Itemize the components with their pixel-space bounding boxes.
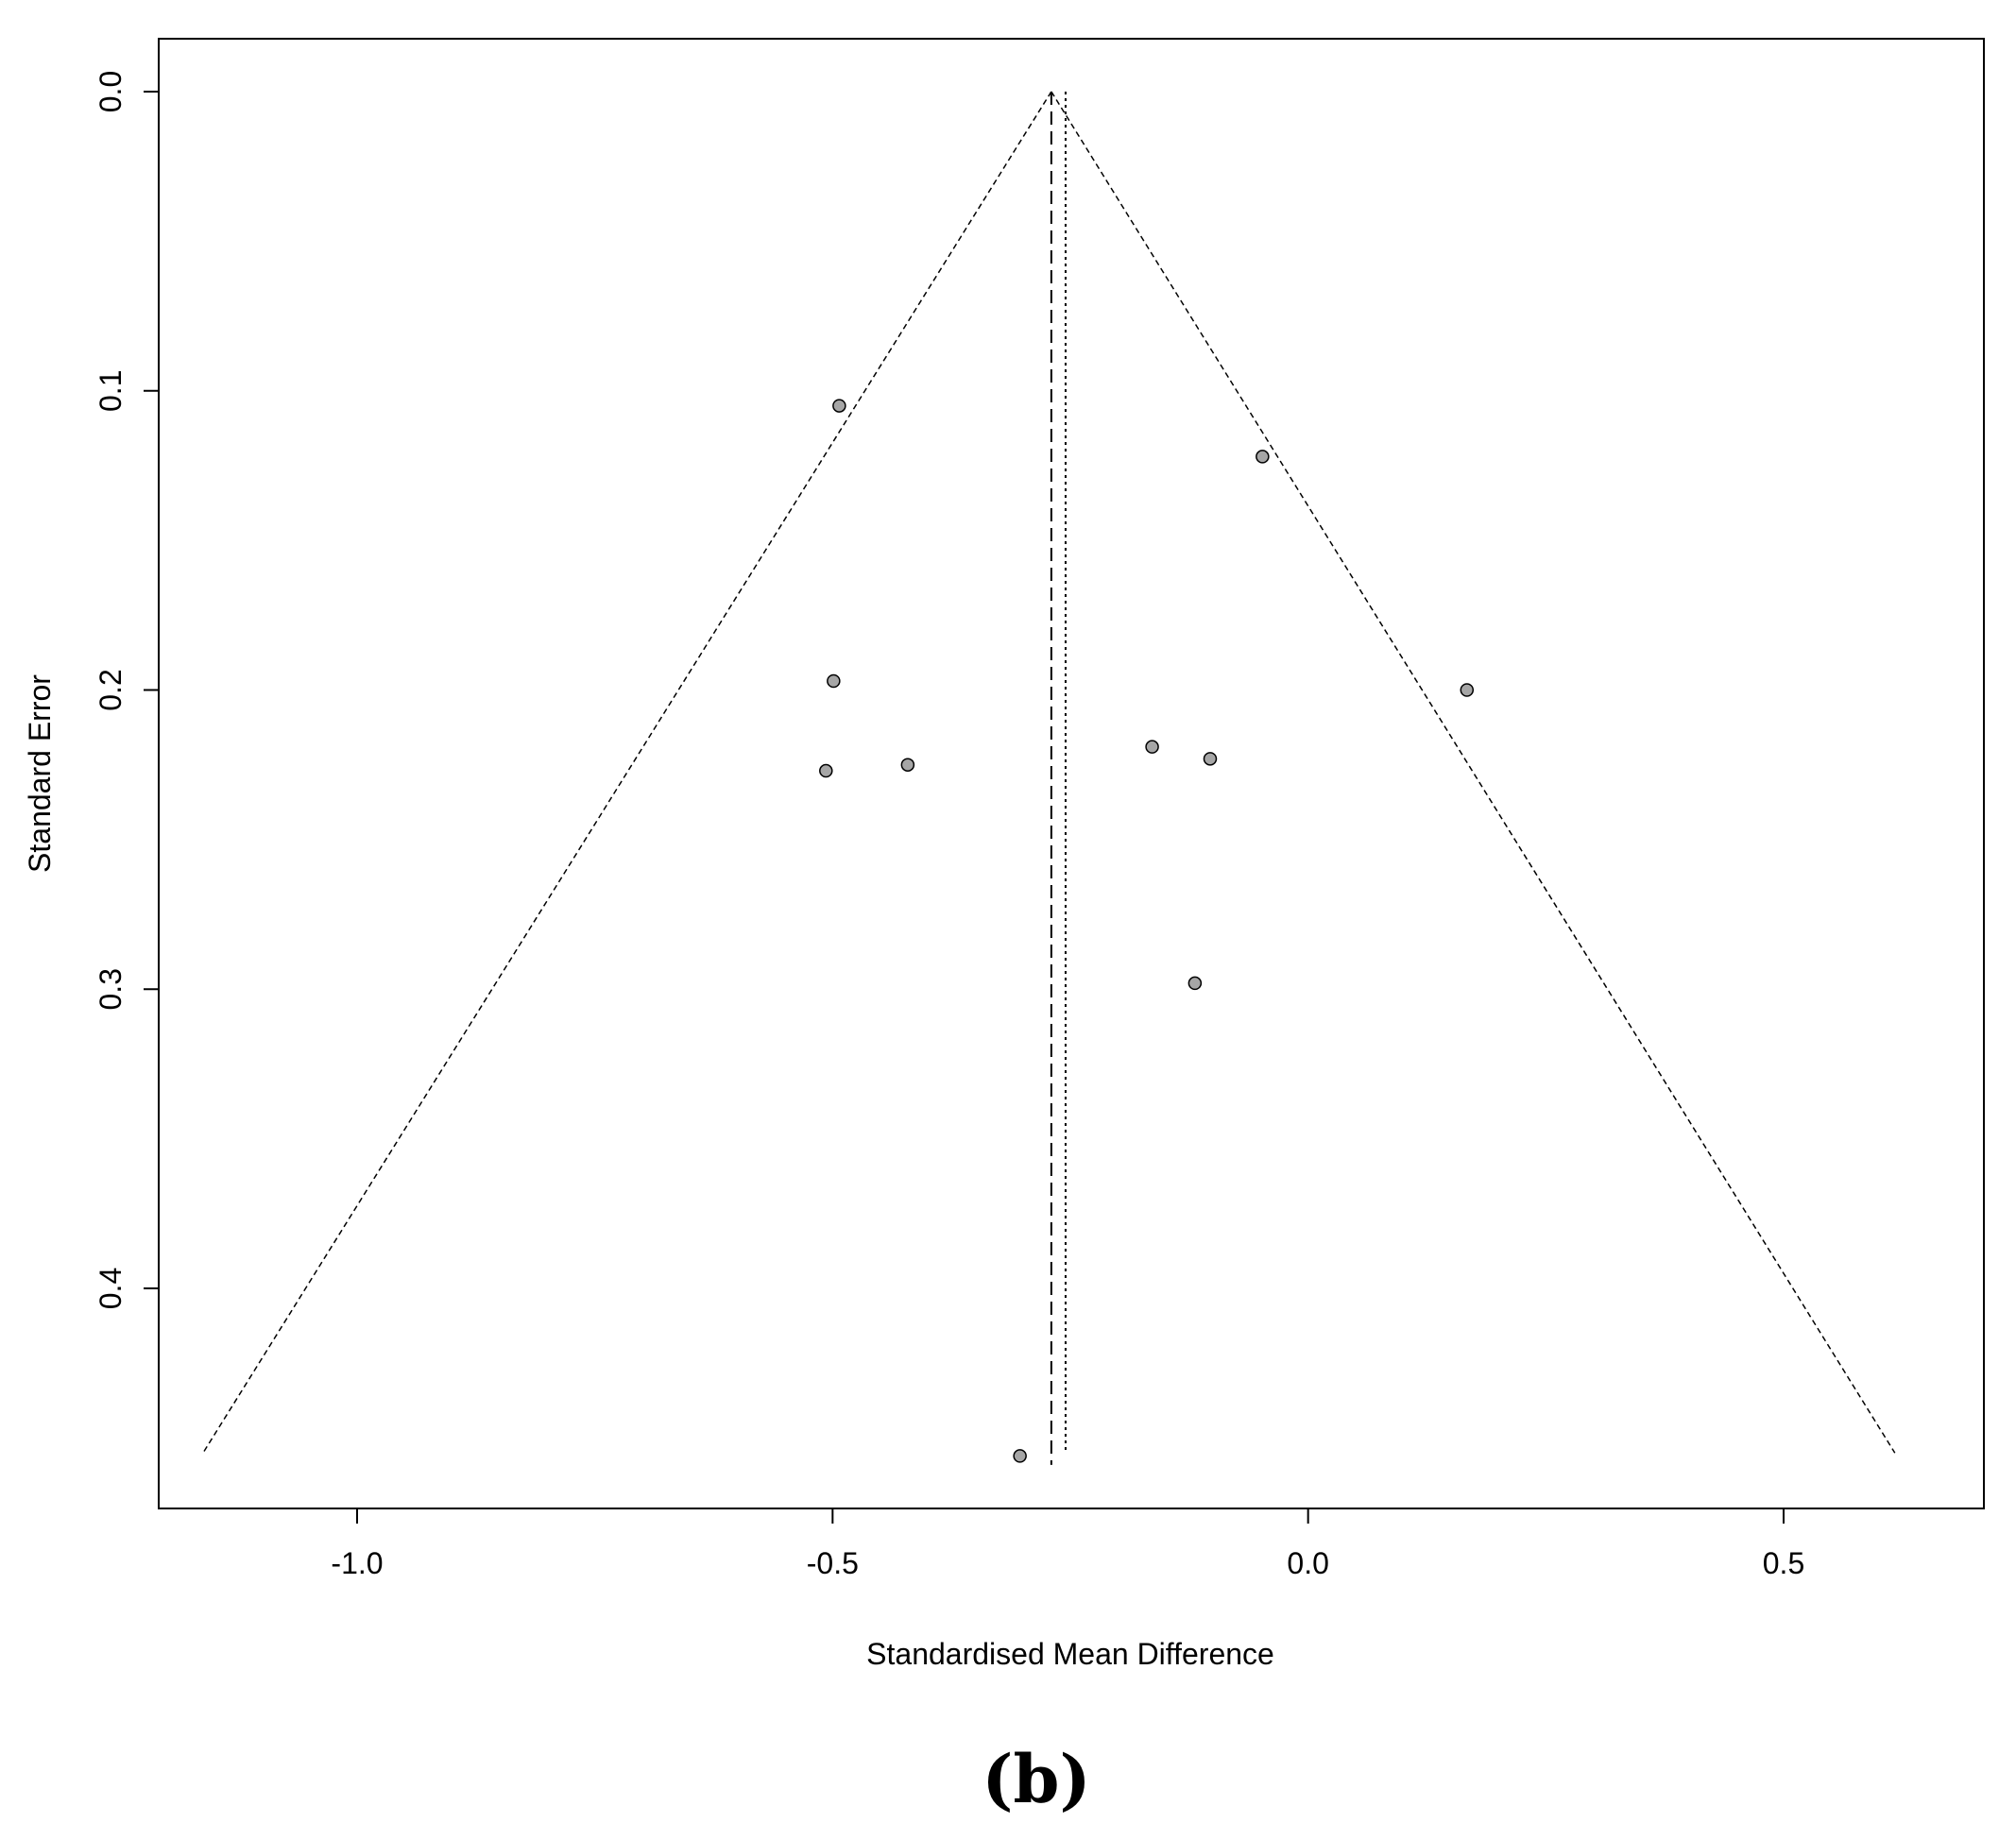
data-point [900, 758, 915, 772]
data-point [832, 399, 846, 413]
data-point [1256, 450, 1270, 464]
data-point [1013, 1449, 1027, 1463]
data-point [1203, 752, 1218, 766]
y-tick-label: 0.1 [94, 370, 128, 412]
x-tick-label: -1.0 [331, 1546, 383, 1580]
funnel-left-line [202, 91, 1052, 1454]
data-point [1460, 683, 1475, 697]
x-tick-label: 0.0 [1287, 1546, 1328, 1580]
funnel-right-line [1051, 91, 1896, 1454]
x-axis-title: Standardised Mean Difference [866, 1637, 1274, 1671]
x-axis: -1.0 -0.5 0.0 0.5 [331, 1508, 1804, 1580]
data-point [819, 763, 833, 778]
y-tick-label: 0.2 [94, 669, 128, 710]
y-tick-label: 0.4 [94, 1268, 128, 1309]
x-tick-label: 0.5 [1763, 1546, 1804, 1580]
plot-frame [158, 38, 1985, 1509]
data-points [819, 399, 1475, 1463]
y-tick-label: 0.0 [94, 71, 128, 112]
data-point [827, 673, 841, 689]
y-axis-title: Standard Error [23, 674, 57, 873]
data-point [1187, 976, 1203, 991]
panel-label: (b) [982, 1740, 1090, 1818]
funnel-lines [202, 91, 1896, 1465]
y-tick-label: 0.3 [94, 968, 128, 1010]
x-tick-label: -0.5 [807, 1546, 859, 1580]
data-point [1145, 740, 1159, 754]
y-axis: 0.0 0.1 0.2 0.3 0.4 [94, 71, 160, 1309]
